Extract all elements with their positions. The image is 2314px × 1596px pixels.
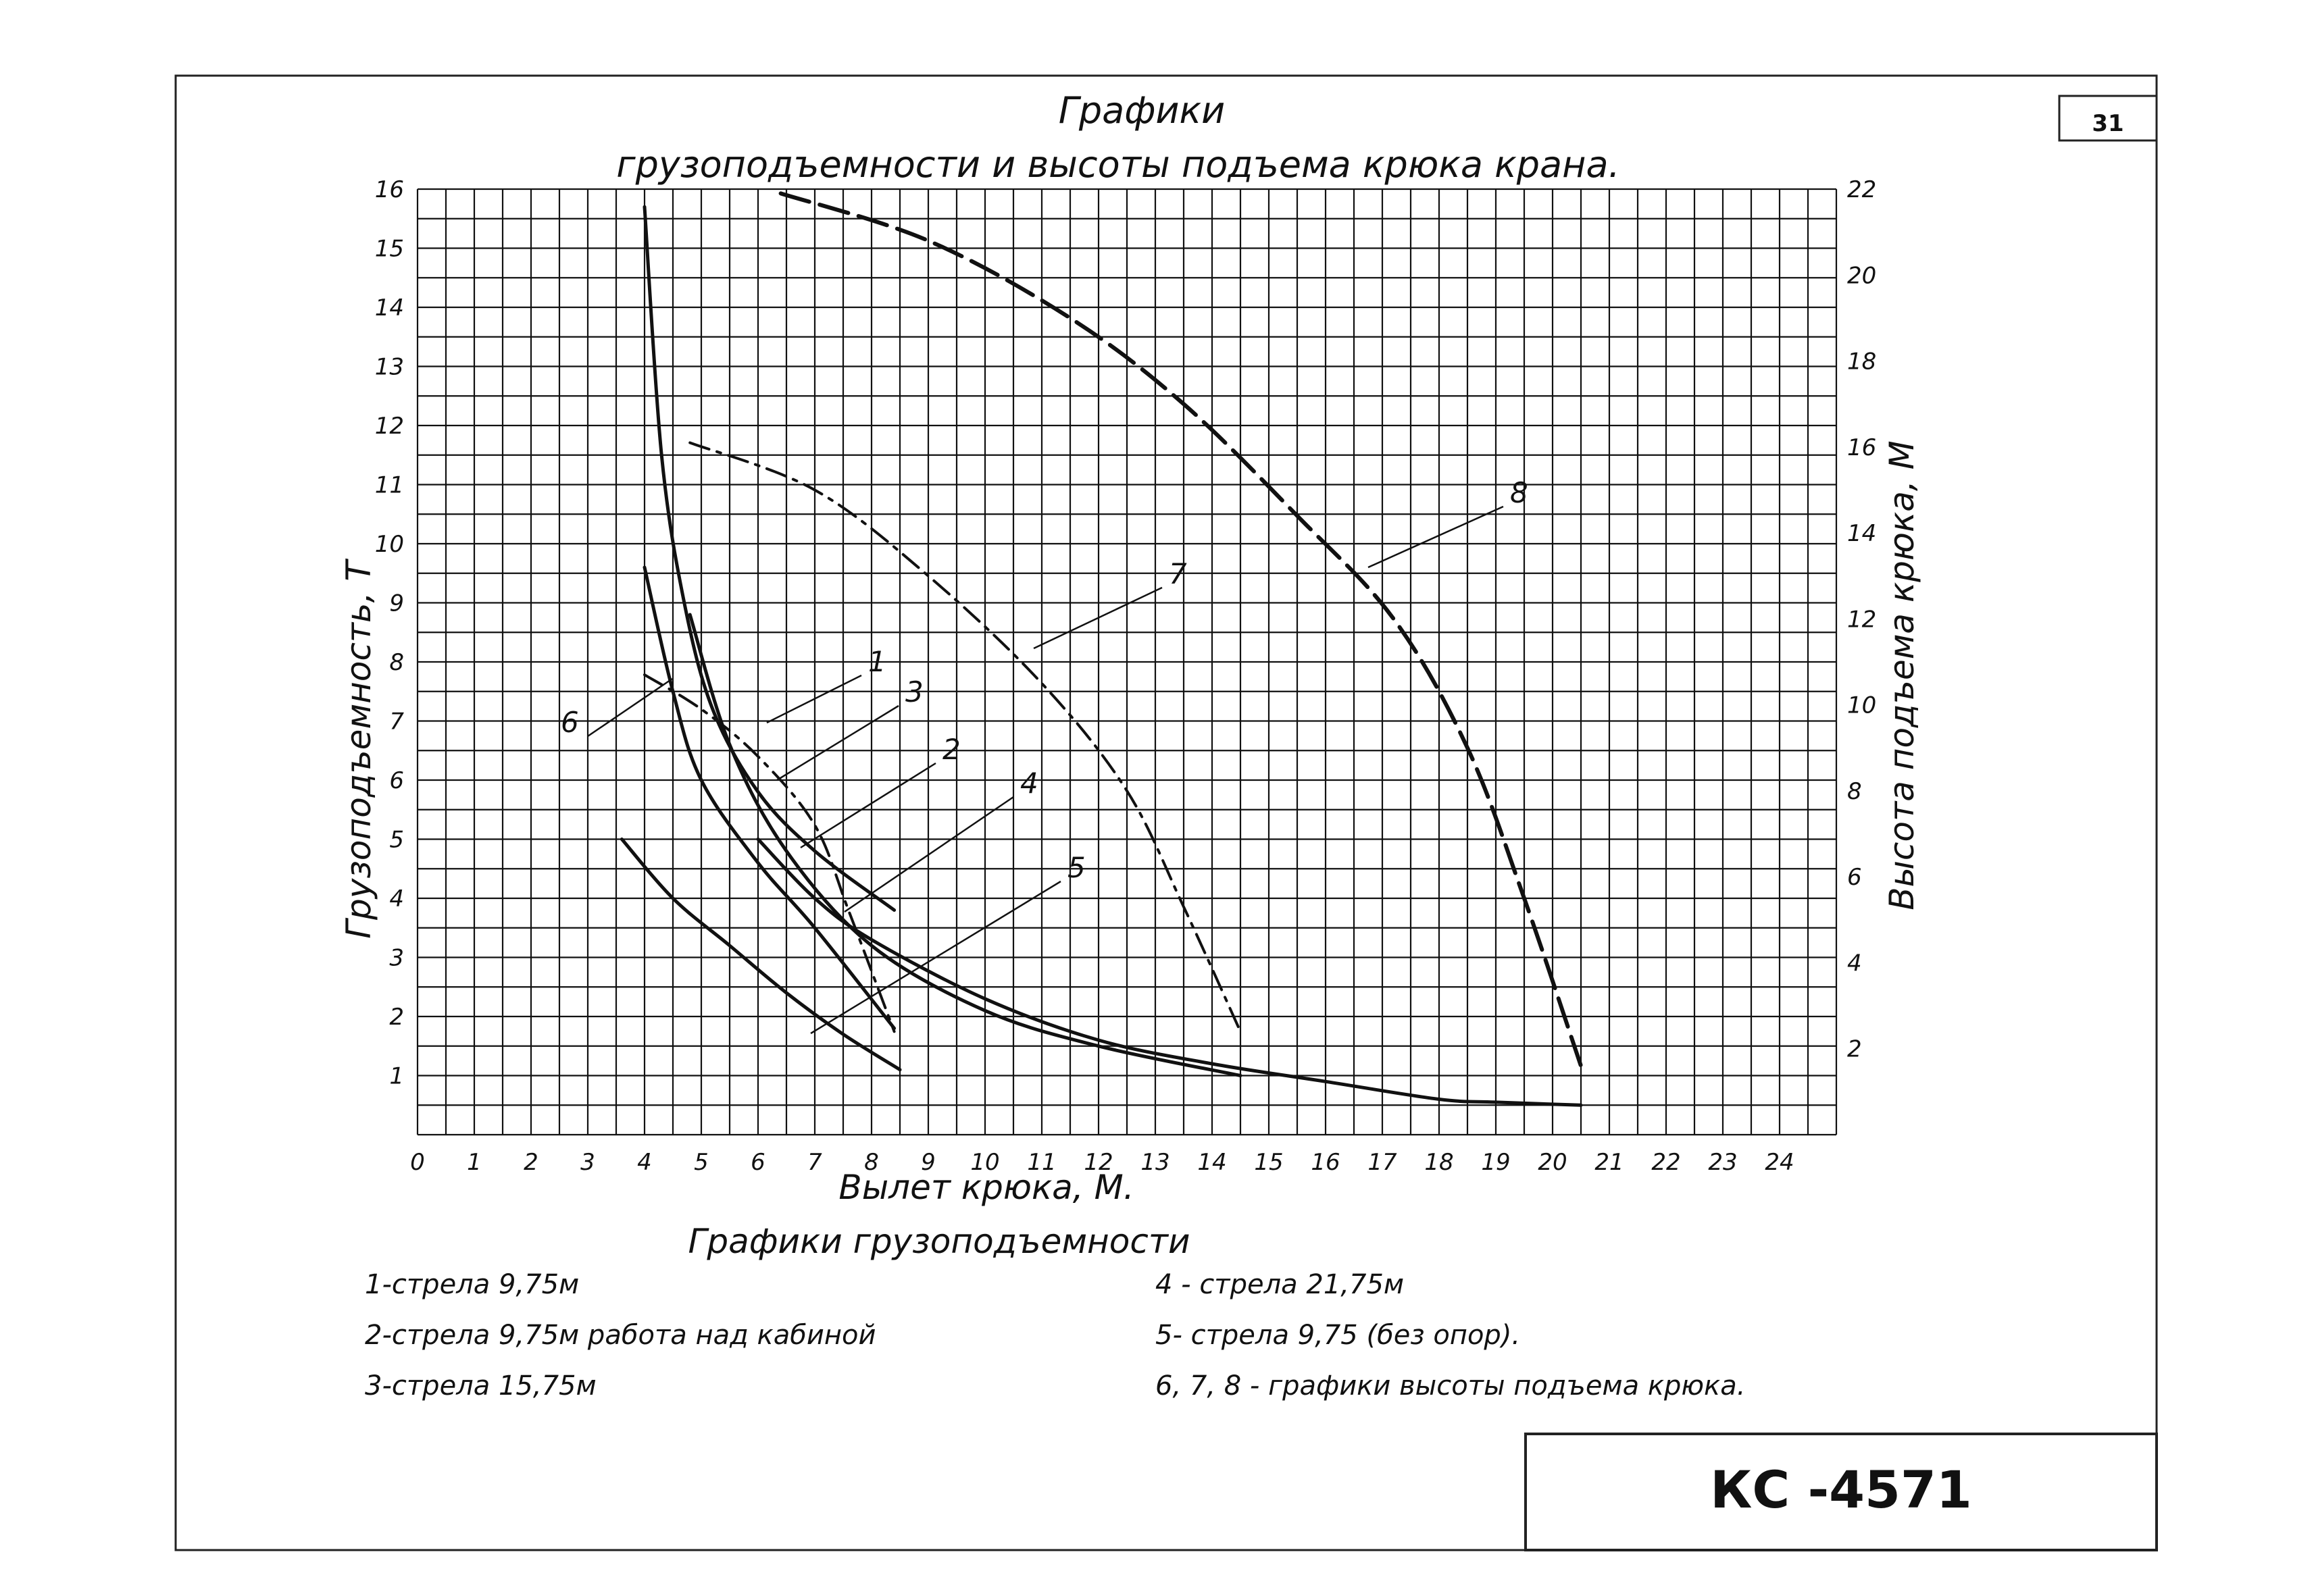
callout-leader-4	[844, 796, 1014, 913]
x-tick-label: 6	[751, 1149, 765, 1176]
y2-tick-label: 10	[1847, 692, 1876, 719]
legend-item-6: 6, 7, 8 - графики высоты подъема крюка.	[1155, 1370, 1745, 1401]
x-tick-label: 19	[1481, 1149, 1510, 1176]
y2-tick-label: 20	[1847, 262, 1876, 289]
legend-item-3: 3-стрела 15,75м	[365, 1370, 597, 1401]
y2-tick-label: 18	[1847, 349, 1876, 376]
y-tick-label: 10	[375, 531, 404, 558]
x-tick-label: 3	[580, 1149, 595, 1176]
y2-tick-label: 14	[1847, 520, 1876, 547]
x-tick-label: 16	[1311, 1149, 1340, 1176]
y-tick-label: 4	[389, 885, 404, 912]
y2-tick-label: 4	[1847, 950, 1862, 977]
y-tick-label: 6	[389, 767, 404, 794]
x-tick-label: 12	[1084, 1149, 1113, 1176]
x-tick-label: 11	[1027, 1149, 1056, 1176]
x-tick-label: 5	[694, 1149, 709, 1176]
y-tick-label: 11	[375, 472, 404, 499]
y-tick-label: 16	[375, 176, 404, 203]
x-tick-label: 22	[1651, 1149, 1680, 1176]
drawing-code: КС -4571	[1710, 1460, 1971, 1520]
x-tick-label: 17	[1367, 1149, 1397, 1176]
sheet-frame	[174, 74, 2158, 1551]
y-tick-label: 13	[375, 354, 404, 381]
x-tick-label: 21	[1594, 1149, 1624, 1176]
chart-grid	[416, 188, 1838, 1136]
chart-subtitle: грузоподъемности и высоты подъема крюка …	[616, 143, 1619, 186]
y-tick-label: 3	[389, 945, 404, 972]
callout-leader-2	[800, 762, 936, 849]
chart-series	[620, 191, 1583, 1107]
callout-leader-3	[776, 704, 899, 781]
legend-heading: Графики грузоподъемности	[688, 1222, 1190, 1261]
callout-leader-6	[587, 677, 673, 738]
legend-item-4: 4 - стрела 21,75м	[1155, 1269, 1404, 1300]
y2-tick-label: 6	[1847, 864, 1862, 891]
callout-leader-7	[1033, 586, 1163, 650]
y-tick-label: 2	[389, 1004, 404, 1031]
y-tick-label: 7	[389, 709, 404, 736]
page-number: 31	[2092, 110, 2123, 137]
x-tick-label: 7	[807, 1149, 822, 1176]
title-block	[1524, 1433, 2158, 1551]
x-tick-label: 18	[1424, 1149, 1453, 1176]
x-tick-label: 15	[1254, 1149, 1283, 1176]
series-line-3	[688, 613, 1242, 1077]
page-number-box	[2058, 95, 2158, 142]
y-tick-label: 15	[375, 236, 404, 263]
series-line-6	[643, 673, 896, 1033]
callout-label-6: 6	[561, 706, 579, 739]
x-tick-label: 9	[921, 1149, 936, 1176]
callout-leader-8	[1367, 505, 1504, 569]
callout-leader-1	[766, 674, 862, 724]
callout-leader-5	[810, 880, 1061, 1035]
y2-tick-label: 2	[1847, 1036, 1862, 1063]
series-line-5	[620, 838, 902, 1072]
callout-label-5: 5	[1067, 851, 1086, 884]
y-tick-label: 14	[375, 294, 404, 321]
x-tick-label: 8	[864, 1149, 879, 1176]
x-tick-label: 14	[1197, 1149, 1226, 1176]
x-tick-label: 4	[637, 1149, 652, 1176]
y2-tick-label: 22	[1847, 176, 1876, 203]
y-tick-label: 8	[389, 649, 404, 676]
series-line-8	[778, 191, 1583, 1069]
y-axis-label: Грузоподъемность, Т	[339, 559, 378, 939]
x-tick-label: 2	[524, 1149, 538, 1176]
series-line-1	[643, 205, 897, 912]
callout-label-3: 3	[905, 675, 924, 709]
series-line-2	[643, 565, 897, 1030]
x-tick-label: 20	[1538, 1149, 1567, 1176]
x-axis-label: Вылет крюка, М.	[838, 1168, 1134, 1207]
x-tick-label: 23	[1708, 1149, 1737, 1176]
y-tick-label: 5	[389, 827, 404, 854]
callout-label-1: 1	[868, 645, 886, 678]
legend-item-5: 5- стрела 9,75 (без опор).	[1155, 1320, 1520, 1351]
y2-tick-label: 16	[1847, 434, 1876, 461]
y-tick-label: 12	[375, 413, 404, 440]
callout-label-2: 2	[942, 733, 961, 766]
legend-item-1: 1-стрела 9,75м	[365, 1269, 579, 1300]
x-tick-label: 1	[467, 1149, 482, 1176]
y-tick-label: 1	[389, 1063, 404, 1090]
y2-tick-label: 8	[1847, 778, 1862, 805]
callout-label-8: 8	[1510, 476, 1528, 509]
x-tick-label: 10	[970, 1149, 999, 1176]
axis-ticks: 0 1 2 3 4 5 6 7 8 9 10 11 12 13 14 15 16 17 18 19 20 21 22 23 24…	[375, 176, 1877, 1176]
series-line-4	[756, 838, 1583, 1107]
legend-item-2: 2-стрела 9,75м работа над кабиной	[365, 1320, 876, 1351]
callout-label-7: 7	[1169, 557, 1187, 590]
x-tick-label: 0	[410, 1149, 425, 1176]
x-tick-label: 13	[1140, 1149, 1169, 1176]
callout-label-4: 4	[1020, 767, 1038, 800]
series-line-7	[688, 441, 1242, 1033]
y2-axis-label: Высота подъема крюка, М	[1882, 440, 1921, 910]
y2-tick-label: 12	[1847, 606, 1876, 633]
y-tick-label: 9	[389, 590, 404, 617]
chart-title: Графики	[1059, 89, 1225, 132]
x-tick-label: 24	[1765, 1149, 1794, 1176]
